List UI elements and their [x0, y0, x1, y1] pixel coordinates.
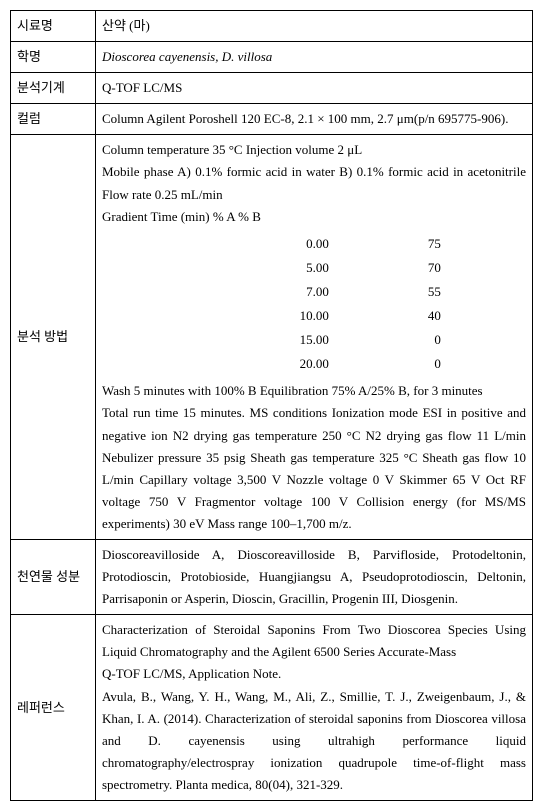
- gradient-row: 10.004060: [162, 304, 543, 328]
- value-method: Column temperature 35 °C Injection volum…: [96, 135, 533, 540]
- row-method: 분석 방법 Column temperature 35 °C Injection…: [11, 135, 533, 540]
- gradient-b: 100: [449, 328, 543, 352]
- value-instrument: Q-TOF LC/MS: [96, 73, 533, 104]
- value-scientific-name: Dioscorea cayenensis, D. villosa: [96, 42, 533, 73]
- gradient-b: 60: [449, 304, 543, 328]
- label-components: 천연물 성분: [11, 539, 96, 614]
- gradient-time: 7.00: [162, 280, 337, 304]
- gradient-a: 75: [337, 232, 449, 256]
- label-scientific-name: 학명: [11, 42, 96, 73]
- gradient-time: 20.00: [162, 352, 337, 376]
- row-column: 컬럼 Column Agilent Poroshell 120 EC-8, 2.…: [11, 104, 533, 135]
- gradient-b: 45: [449, 280, 543, 304]
- info-table: 시료명 산약 (마) 학명 Dioscorea cayenensis, D. v…: [10, 10, 533, 801]
- ref-p2: Q-TOF LC/MS, Application Note.: [102, 663, 526, 685]
- label-method: 분석 방법: [11, 135, 96, 540]
- label-column: 컬럼: [11, 104, 96, 135]
- gradient-table: 0.0075255.0070307.00554510.00406015.0001…: [162, 232, 543, 377]
- label-instrument: 분석기계: [11, 73, 96, 104]
- gradient-a: 55: [337, 280, 449, 304]
- method-intro1: Column temperature 35 °C Injection volum…: [102, 139, 526, 161]
- gradient-time: 15.00: [162, 328, 337, 352]
- ref-p1: Characterization of Steroidal Saponins F…: [102, 619, 526, 663]
- gradient-b: 100: [449, 352, 543, 376]
- gradient-row: 0.007525: [162, 232, 543, 256]
- method-wash: Wash 5 minutes with 100% B Equilibration…: [102, 380, 526, 402]
- row-reference: 레퍼런스 Characterization of Steroidal Sapon…: [11, 615, 533, 801]
- label-sample-name: 시료명: [11, 11, 96, 42]
- gradient-row: 20.000100: [162, 352, 543, 376]
- gradient-time: 5.00: [162, 256, 337, 280]
- gradient-row: 5.007030: [162, 256, 543, 280]
- gradient-a: 70: [337, 256, 449, 280]
- row-scientific-name: 학명 Dioscorea cayenensis, D. villosa: [11, 42, 533, 73]
- gradient-row: 7.005545: [162, 280, 543, 304]
- value-sample-name: 산약 (마): [96, 11, 533, 42]
- value-column: Column Agilent Poroshell 120 EC-8, 2.1 ×…: [96, 104, 533, 135]
- row-sample-name: 시료명 산약 (마): [11, 11, 533, 42]
- gradient-b: 25: [449, 232, 543, 256]
- gradient-a: 40: [337, 304, 449, 328]
- method-ms: Total run time 15 minutes. MS conditions…: [102, 402, 526, 535]
- gradient-row: 15.000100: [162, 328, 543, 352]
- ref-p3: Avula, B., Wang, Y. H., Wang, M., Ali, Z…: [102, 686, 526, 796]
- label-reference: 레퍼런스: [11, 615, 96, 801]
- method-intro2: Mobile phase A) 0.1% formic acid in wate…: [102, 161, 526, 205]
- gradient-time: 10.00: [162, 304, 337, 328]
- row-components: 천연물 성분 Dioscoreavilloside A, Dioscoreavi…: [11, 539, 533, 614]
- gradient-b: 30: [449, 256, 543, 280]
- row-instrument: 분석기계 Q-TOF LC/MS: [11, 73, 533, 104]
- gradient-a: 0: [337, 328, 449, 352]
- value-components: Dioscoreavilloside A, Dioscoreavilloside…: [96, 539, 533, 614]
- method-grad-header: Gradient Time (min) % A % B: [102, 206, 526, 228]
- gradient-a: 0: [337, 352, 449, 376]
- gradient-time: 0.00: [162, 232, 337, 256]
- value-reference: Characterization of Steroidal Saponins F…: [96, 615, 533, 801]
